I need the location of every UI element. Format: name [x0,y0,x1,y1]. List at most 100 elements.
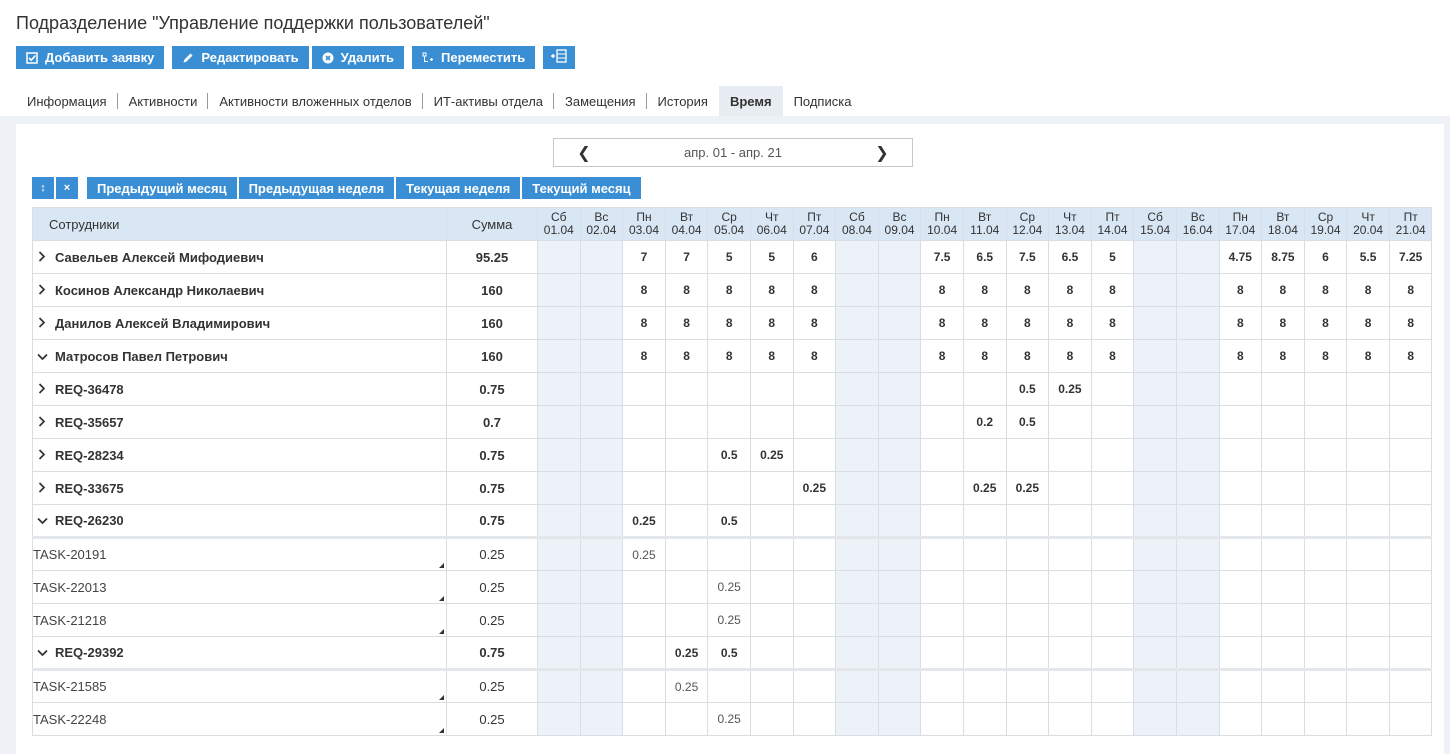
next-period-arrow-icon[interactable]: ❯ [875,144,889,162]
time-cell[interactable] [1388,702,1433,736]
time-cell[interactable] [1388,372,1433,406]
time-cell[interactable]: 7.5 [1005,240,1050,274]
time-cell[interactable] [1005,438,1050,472]
time-cell[interactable] [1175,273,1220,307]
time-cell[interactable] [1303,504,1348,538]
time-cell[interactable] [792,636,837,670]
time-cell[interactable] [749,372,794,406]
time-cell[interactable] [1090,372,1135,406]
time-cell[interactable] [1005,570,1050,604]
time-cell[interactable] [579,240,624,274]
time-cell[interactable] [1218,668,1263,703]
chevron-right-icon[interactable] [33,283,51,298]
time-cell[interactable] [579,504,624,538]
collapse-all-icon[interactable]: × [56,177,78,199]
time-cell[interactable] [877,536,922,571]
time-cell[interactable] [579,339,624,373]
time-cell[interactable] [1346,603,1390,637]
time-cell[interactable] [835,504,879,538]
time-cell[interactable] [835,668,879,703]
time-cell[interactable]: 8 [792,339,837,373]
tab-info[interactable]: Информация [16,86,118,116]
time-cell[interactable] [579,570,624,604]
time-cell[interactable] [1388,405,1433,439]
time-cell[interactable] [920,570,964,604]
time-cell[interactable] [664,405,709,439]
time-cell[interactable] [1346,405,1390,439]
time-cell[interactable]: 8 [962,306,1007,340]
time-cell[interactable] [749,471,794,505]
time-cell[interactable] [1175,438,1220,472]
time-cell[interactable]: 0.25 [749,438,794,472]
time-cell[interactable] [622,668,666,703]
time-cell[interactable] [1261,570,1305,604]
time-cell[interactable]: 8 [1261,306,1305,340]
time-cell[interactable]: 6.5 [962,240,1007,274]
time-cell[interactable]: 0.25 [707,570,751,604]
time-cell[interactable] [1090,536,1135,571]
time-cell[interactable] [792,536,837,571]
column-header-employees[interactable]: Сотрудники [32,207,447,241]
add-column-button[interactable] [543,46,576,69]
time-cell[interactable] [1005,668,1050,703]
time-cell[interactable] [537,405,581,439]
time-cell[interactable]: 8 [749,306,794,340]
time-cell[interactable] [622,702,666,736]
time-cell[interactable]: 8 [1388,339,1433,373]
request-row[interactable]: REQ-35657 0.7 0.2 0.5 [32,405,1433,439]
time-cell[interactable] [1048,636,1092,670]
time-cell[interactable] [1388,668,1433,703]
time-cell[interactable] [622,636,666,670]
time-cell[interactable] [877,603,922,637]
time-cell[interactable] [1133,504,1177,538]
time-cell[interactable] [537,536,581,571]
time-cell[interactable] [877,668,922,703]
time-cell[interactable] [1133,339,1177,373]
time-cell[interactable] [1346,438,1390,472]
tab-history[interactable]: История [657,93,708,109]
request-row[interactable]: REQ-29392 0.75 0.25 0.5 [32,636,1433,670]
time-cell[interactable] [1175,306,1220,340]
time-cell[interactable] [1388,570,1433,604]
time-cell[interactable] [1090,570,1135,604]
time-cell[interactable] [1261,504,1305,538]
time-cell[interactable] [835,570,879,604]
time-cell[interactable]: 0.5 [1005,405,1050,439]
time-cell[interactable]: 8 [622,306,666,340]
time-cell[interactable] [792,504,837,538]
time-cell[interactable]: 0.5 [1005,372,1050,406]
time-cell[interactable]: 7.5 [920,240,964,274]
time-cell[interactable] [622,603,666,637]
time-cell[interactable] [1303,471,1348,505]
time-cell[interactable] [1090,471,1135,505]
time-cell[interactable] [749,636,794,670]
employee-row[interactable]: Матросов Павел Петрович 160 8 8 8 8 8 8 8 8 8 8 8 8 8 8… [32,339,1433,373]
time-cell[interactable] [835,702,879,736]
task-row[interactable]: TASK-20191 0.25 0.25 [32,536,1433,571]
time-cell[interactable] [579,668,624,703]
chevron-right-icon[interactable] [33,250,51,265]
time-cell[interactable] [664,702,709,736]
time-cell[interactable] [1175,536,1220,571]
time-cell[interactable] [835,471,879,505]
time-cell[interactable] [835,536,879,571]
time-cell[interactable] [920,536,964,571]
time-cell[interactable] [1133,240,1177,274]
time-cell[interactable]: 7 [622,240,666,274]
time-cell[interactable]: 8 [707,273,751,307]
time-cell[interactable] [1005,636,1050,670]
column-header-sum[interactable]: Сумма [446,207,538,241]
time-cell[interactable] [877,339,922,373]
request-row[interactable]: REQ-28234 0.75 0.5 0.25 [32,438,1433,472]
time-cell[interactable]: 0.25 [1005,471,1050,505]
chevron-right-icon[interactable] [33,316,51,331]
time-cell[interactable] [664,438,709,472]
time-cell[interactable] [1090,668,1135,703]
time-cell[interactable]: 0.25 [664,668,709,703]
request-row[interactable]: REQ-33675 0.75 0.25 0.25 0.25 [32,471,1433,505]
time-cell[interactable] [877,471,922,505]
time-cell[interactable] [537,668,581,703]
time-cell[interactable] [579,372,624,406]
time-cell[interactable] [749,570,794,604]
time-cell[interactable] [664,372,709,406]
